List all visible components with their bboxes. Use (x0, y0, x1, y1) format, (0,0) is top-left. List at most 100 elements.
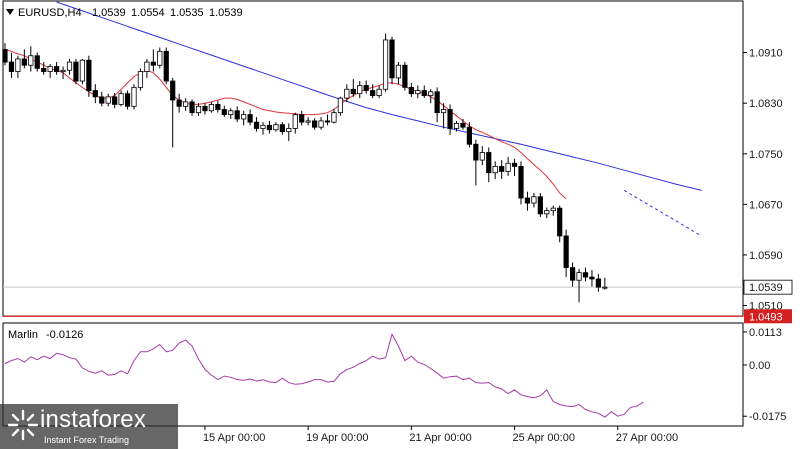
collapse-triangle-icon[interactable] (6, 9, 14, 15)
candle-body (79, 59, 85, 82)
candle (363, 80, 369, 94)
candle (208, 101, 214, 113)
candle (563, 229, 569, 278)
candle-body (150, 61, 156, 66)
candle-body (466, 126, 473, 145)
candle-body (511, 162, 518, 167)
candle (434, 87, 440, 123)
candle-body (47, 66, 53, 72)
candle-body (557, 207, 563, 237)
candle (466, 122, 473, 148)
candle (137, 68, 144, 91)
candle-body (182, 101, 189, 107)
ohlc-low: 1.0535 (170, 7, 204, 19)
candle-body (370, 90, 376, 96)
ohlc-close: 1.0539 (209, 7, 243, 19)
candle (453, 120, 460, 132)
watermark-name: instaforex (40, 406, 147, 433)
candle (421, 85, 427, 99)
candle (112, 93, 118, 109)
candle (357, 81, 363, 99)
candle-body (363, 85, 369, 91)
candle (350, 79, 356, 97)
candle-body (8, 61, 15, 72)
candle-body (440, 109, 447, 114)
candle (60, 66, 66, 80)
candle (228, 108, 234, 119)
candle-body (86, 59, 92, 91)
candle (273, 122, 279, 132)
indicator-name: Marlin (8, 329, 38, 341)
candle (589, 270, 595, 287)
candle-body (389, 39, 395, 79)
candle (131, 84, 137, 110)
candle-body (550, 207, 556, 212)
candle-body (279, 124, 285, 133)
candle (570, 262, 576, 287)
candle-body (337, 97, 344, 114)
candle (595, 273, 602, 292)
candle (118, 90, 124, 107)
candle (370, 84, 376, 99)
candle (92, 84, 98, 104)
candle (460, 118, 466, 130)
candle (557, 205, 563, 243)
candle (324, 114, 331, 126)
candle (247, 109, 253, 126)
candle-body (176, 99, 182, 107)
symbol-timeframe: EURUSD,H4 (18, 7, 82, 19)
candle-body (163, 50, 169, 82)
candle (79, 58, 85, 85)
time-axis: 15 Apr 00:00 19 Apr 00:00 21 Apr 00:00 25 A… (203, 426, 678, 444)
support-price-label: 1.0493 (749, 311, 783, 323)
candle-body (447, 109, 453, 129)
candle (511, 158, 518, 176)
candle-body (299, 114, 305, 123)
current-price-label: 1.0539 (749, 282, 783, 294)
price-tick-label: 1.0670 (749, 199, 783, 211)
candle-body (260, 124, 266, 129)
candle-body (99, 96, 105, 104)
candle (260, 122, 266, 135)
candle-body (241, 114, 247, 120)
candle (582, 267, 589, 282)
candle (318, 117, 324, 130)
current-price-box (743, 279, 793, 295)
candle (253, 117, 260, 132)
candle (447, 104, 453, 135)
candle (486, 147, 492, 183)
candle (524, 191, 531, 211)
ma-blue-line (56, 1, 702, 191)
candle-body (215, 104, 221, 110)
candle (221, 105, 227, 118)
candle-body (247, 114, 253, 123)
candle (73, 58, 79, 85)
ohlc-high: 1.0554 (131, 7, 165, 19)
candle-body (434, 91, 440, 114)
candle (286, 123, 292, 142)
candle-body (292, 114, 298, 129)
candle-body (473, 143, 479, 161)
candle-body (137, 71, 144, 88)
candle (86, 55, 92, 97)
instaforex-logo-icon (7, 409, 39, 441)
price-panel[interactable] (2, 0, 744, 317)
candle (182, 98, 189, 111)
candle-body (208, 104, 214, 112)
price-tick-label: 1.0910 (749, 48, 783, 60)
candle-body (499, 166, 505, 172)
indicator-value: -0.0126 (46, 329, 83, 341)
candle (299, 110, 305, 126)
candle (576, 268, 582, 303)
candle (215, 100, 221, 113)
candle (170, 77, 176, 148)
candle (537, 192, 543, 217)
candle (176, 93, 182, 113)
candle-body (563, 235, 569, 268)
candle (234, 106, 240, 123)
candle-body (505, 162, 511, 172)
candle (202, 103, 208, 115)
candle (499, 160, 505, 180)
indicator-tick-label: -0.0175 (749, 411, 786, 423)
candle (531, 192, 537, 208)
